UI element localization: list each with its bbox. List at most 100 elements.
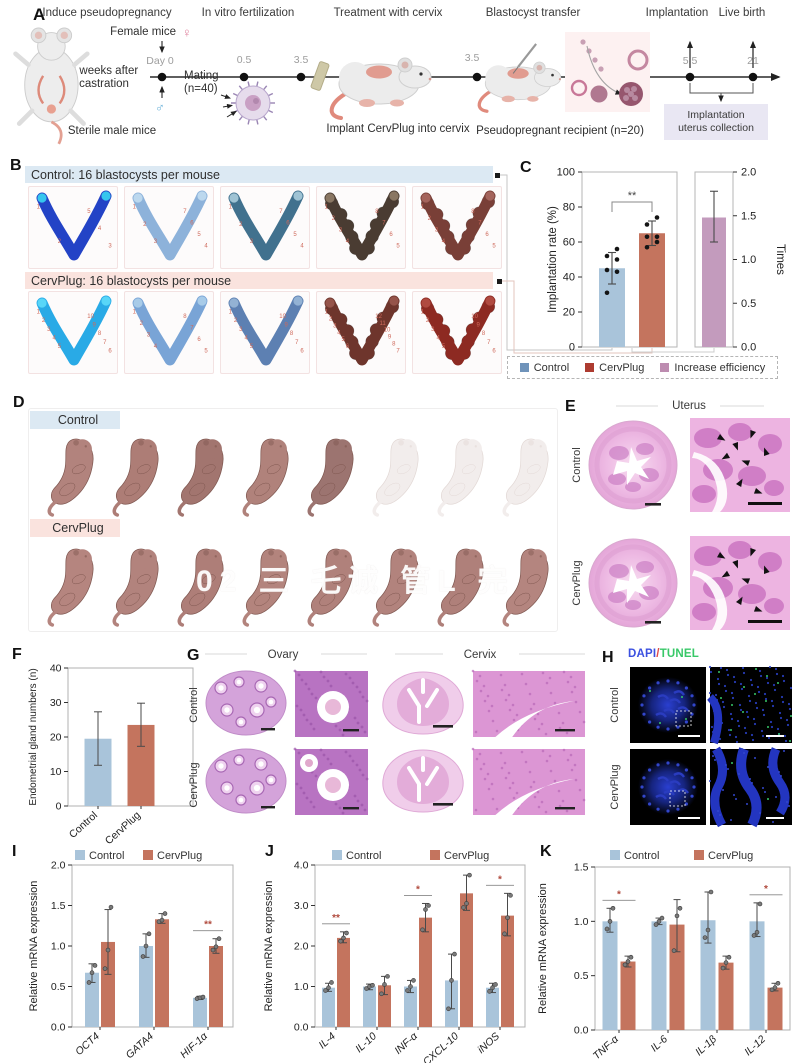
supine-mouse-illustration: [13, 27, 90, 145]
mrna-chart-oct4-gata4-hif: Control CervPlug 0.0 0.5 1.0 1.5 2.0 Relative m…: [28, 850, 234, 1061]
axis-tick-label: 20: [50, 732, 62, 744]
panel-h-row-label: Control: [609, 687, 621, 722]
significance-marker: *: [416, 884, 420, 895]
implantation-site-number: 3: [250, 239, 254, 245]
implantation-site-number: 9: [388, 335, 392, 341]
data-point: [464, 901, 469, 906]
implantation-site-number: 6: [197, 337, 201, 343]
panel-g-column-title: Ovary: [268, 649, 299, 661]
bar-il-6-control: [651, 921, 667, 1030]
scale-bar: [261, 806, 275, 809]
implantation-site-number: 10: [384, 328, 391, 334]
scale-bar: [343, 807, 359, 810]
data-point: [723, 960, 729, 965]
implantation-site-number: 8: [482, 331, 486, 337]
uterus-image: 1 2 3 4 5: [28, 186, 118, 269]
legend-swatch: [660, 363, 670, 372]
panel-j-label: J: [265, 843, 274, 860]
implantation-site-number: 5: [87, 209, 91, 215]
right-axis-title: Times: [774, 244, 786, 275]
pup-row-control: [47, 438, 549, 517]
data-point: [656, 919, 662, 924]
pup-illustration: [177, 438, 224, 517]
connector-line: [502, 280, 653, 354]
data-point: [628, 954, 634, 960]
bar-inf-α-cervplug: [419, 917, 432, 1027]
data-point: [449, 978, 454, 983]
timeline-tick: 0.5: [237, 54, 252, 66]
implantation-site-number: 5: [197, 232, 201, 238]
collection-box-text: Implantation: [687, 109, 744, 121]
axis-tick-label: 40: [50, 663, 62, 675]
panel-g-ovary-cervix-histology: G Ovary Cervix Control CervPlug: [187, 647, 586, 815]
pup-illustration: [372, 438, 419, 517]
uterus-inset-image: [690, 418, 790, 512]
data-point: [210, 947, 216, 953]
pup-illustration: [437, 548, 484, 627]
legend-label: CervPlug: [708, 850, 753, 862]
implantation-site-number: 2: [143, 222, 147, 228]
y-axis-title: Relative mRNA expression: [537, 883, 549, 1014]
bar-il-4-cervplug: [337, 937, 350, 1027]
significance-marker: *: [617, 889, 621, 900]
ovary-inset-image: [293, 669, 369, 737]
implantation-site-number: 3: [154, 239, 158, 245]
scale-bar: [555, 807, 575, 810]
bar-il-12-cervplug: [767, 987, 783, 1030]
mating-n-label: (n=40): [184, 83, 218, 95]
category-label: IL-1β: [693, 1033, 719, 1058]
implantation-site-number: 5: [58, 344, 62, 350]
implantation-site-number: 1: [229, 310, 233, 316]
data-point: [89, 970, 95, 976]
panel-g-label: G: [187, 647, 199, 664]
data-point: [216, 936, 222, 942]
pup-illustration: [177, 548, 224, 627]
mrna-chart-il4-inos: Control CervPlug 0.0 1.0 2.0 3.0 4.0 Relative m…: [263, 850, 526, 1063]
bar-cxcl-10-cervplug: [460, 893, 473, 1027]
data-point: [604, 253, 610, 259]
dapi-tunel-inset-image: [709, 746, 792, 828]
data-point: [420, 927, 425, 933]
data-point: [720, 965, 726, 971]
axis-tick-label: 0.0: [51, 1022, 66, 1034]
data-point: [604, 290, 610, 296]
data-point: [705, 927, 711, 933]
data-point: [487, 989, 492, 994]
implantation-site-number: 3: [239, 327, 243, 333]
uterus-inset-image: [690, 536, 790, 630]
axis-tick-label: 1.0: [294, 981, 309, 993]
category-label: INF-α: [392, 1030, 420, 1057]
pup-illustration: [307, 438, 354, 517]
panel-k-label: K: [540, 843, 552, 860]
scale-bar: [748, 620, 782, 623]
implantation-site-number: 4: [244, 335, 248, 341]
data-point: [604, 926, 610, 932]
implant-caption: Implant CervPlug into cervix: [326, 123, 469, 135]
category-label: IL-6: [649, 1033, 671, 1054]
data-point: [323, 988, 328, 993]
y-axis-title: Endometrial gland numbers (n): [28, 668, 39, 805]
axis-tick-label: 2.0: [51, 860, 66, 872]
implantation-site-number: 6: [346, 344, 350, 350]
timeline-dot: [748, 72, 758, 82]
data-point: [423, 907, 428, 912]
data-point: [607, 919, 613, 924]
collection-box: [664, 104, 768, 140]
data-point: [329, 980, 334, 985]
data-point: [659, 915, 665, 921]
implantation-rate-chart: 0 20 40 60 80 100 Implantation rate (%) ** 0.0 0.…: [547, 167, 786, 354]
implantation-site-number: 7: [295, 340, 299, 346]
implantation-site-number: 1: [421, 310, 425, 316]
implantation-site-number: 6: [492, 348, 496, 354]
uterus-cross-section-image: [588, 538, 678, 628]
cervix-section-image: [382, 749, 464, 813]
data-point: [677, 905, 683, 911]
implantation-site-number: 2: [42, 318, 46, 324]
implantation-site-number: 8: [392, 342, 396, 348]
uterus-image-row-cervplug: 1 2 3 4 5 6 7 8 9 10 1 2 3 4 5 6 7 8 1 2 3 4 5 6 7 8 9 10 1 2 3 4 5 6 7 8 9 1…: [28, 291, 502, 374]
implantation-site-number: 2: [428, 216, 432, 222]
significance-marker: **: [332, 913, 340, 924]
phase-title: Live birth: [719, 7, 766, 19]
legend-swatch: [430, 850, 440, 860]
